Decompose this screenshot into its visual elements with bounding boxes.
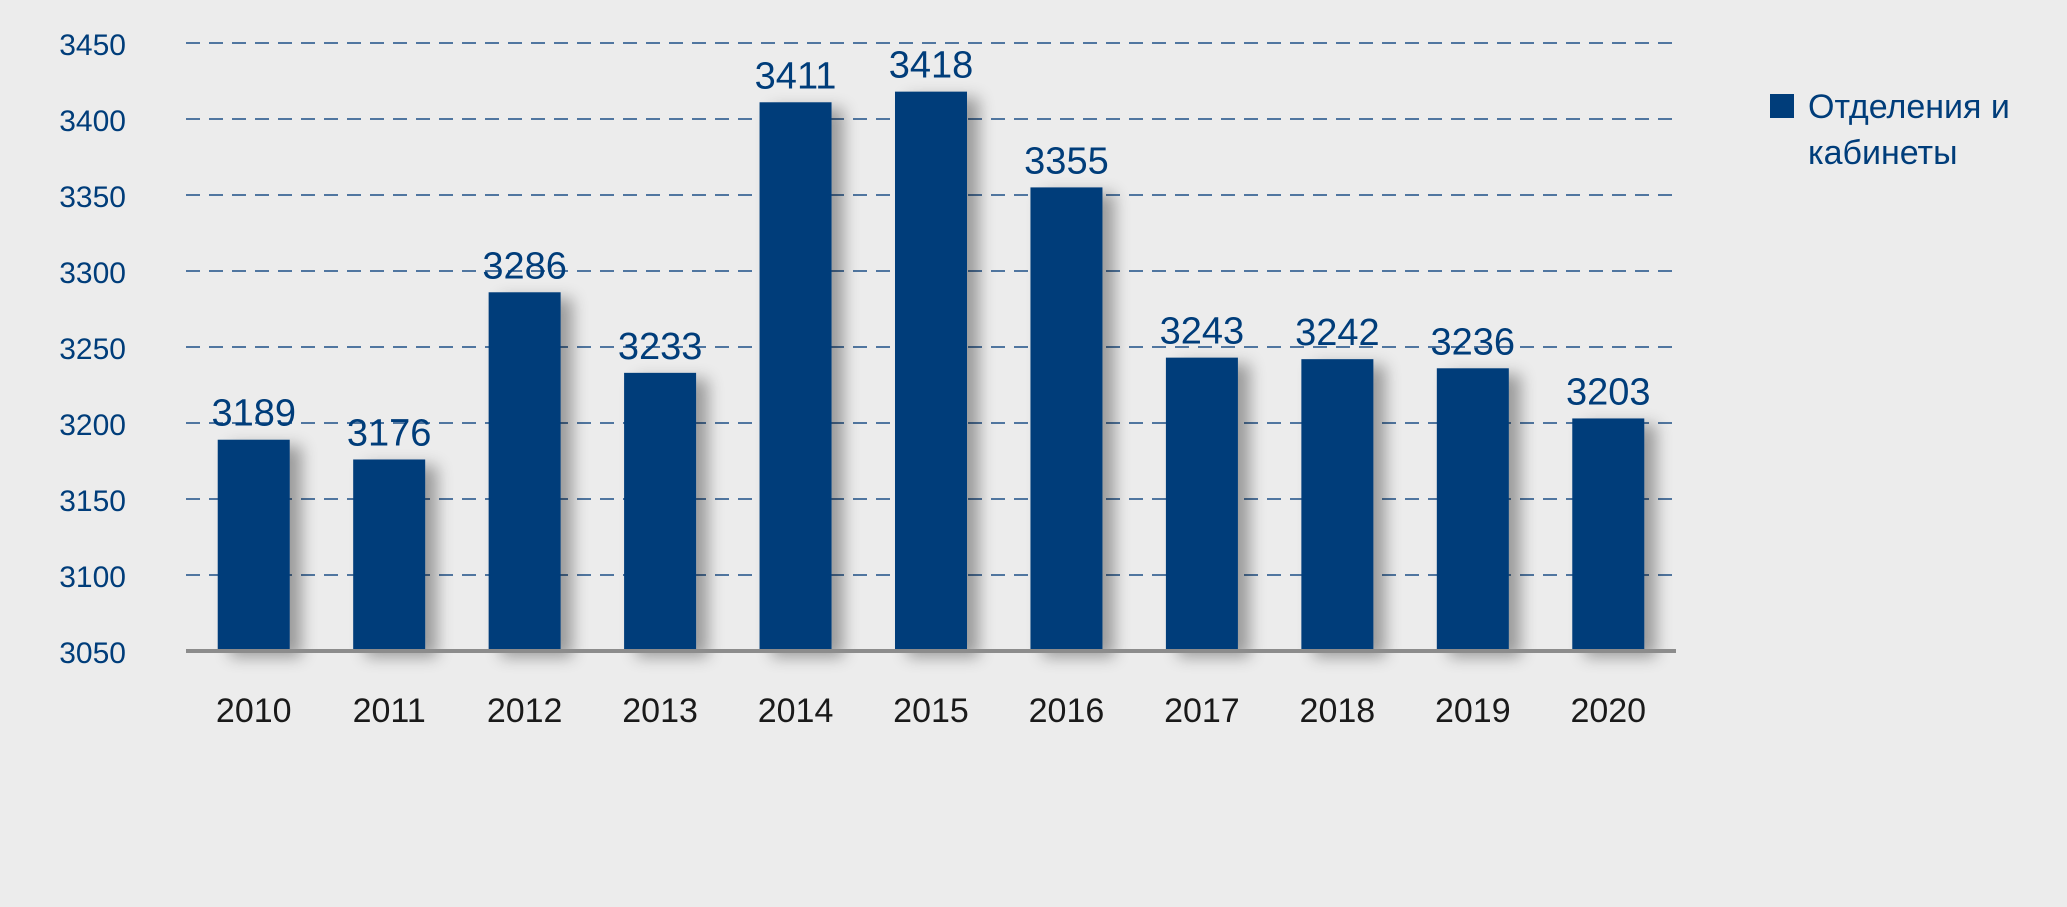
y-tick-label: 3150 [59,485,126,518]
bar [353,459,426,651]
bar [624,372,697,651]
bar [1301,359,1374,651]
y-tick-label: 3200 [59,409,126,442]
x-tick-label: 2016 [1029,692,1105,730]
data-label: 3411 [755,55,837,97]
data-label: 3203 [1566,371,1651,413]
data-label: 3286 [482,245,567,287]
bar [895,91,967,651]
bar [217,439,290,651]
x-tick-label: 2019 [1435,692,1511,730]
bar [488,292,561,651]
y-tick-label: 3100 [59,561,126,594]
x-tick-label: 2017 [1164,692,1240,730]
data-label: 3355 [1024,140,1109,182]
bar [759,102,832,651]
data-label: 3243 [1160,311,1245,353]
x-tick-label: 2012 [487,692,563,730]
x-tick-label: 2011 [353,692,426,730]
legend-label: Отделения и кабинеты [1808,88,2010,172]
data-label: 3233 [618,326,703,368]
legend: Отделения и кабинеты [1770,84,2028,176]
x-tick-label: 2020 [1570,692,1646,730]
data-label: 3418 [889,45,974,87]
bar [1030,187,1103,651]
data-label: 3236 [1431,321,1516,363]
bar [1436,368,1509,651]
x-tick-label: 2014 [758,692,834,730]
data-label: 3176 [347,412,432,454]
legend-swatch [1770,94,1794,118]
data-label: 3189 [211,393,296,435]
bar [1165,357,1238,651]
y-tick-label: 3250 [59,333,126,366]
data-label: 3242 [1295,312,1380,354]
bar [1572,418,1645,651]
x-tick-label: 2010 [216,692,292,730]
y-tick-label: 3350 [59,181,126,214]
x-tick-label: 2015 [893,692,969,730]
x-tick-label: 2013 [622,692,698,730]
y-tick-label: 3050 [59,637,126,670]
y-tick-label: 3400 [59,105,126,138]
y-tick-label: 3450 [59,29,126,62]
x-tick-label: 2018 [1300,692,1376,730]
y-tick-label: 3300 [59,257,126,290]
